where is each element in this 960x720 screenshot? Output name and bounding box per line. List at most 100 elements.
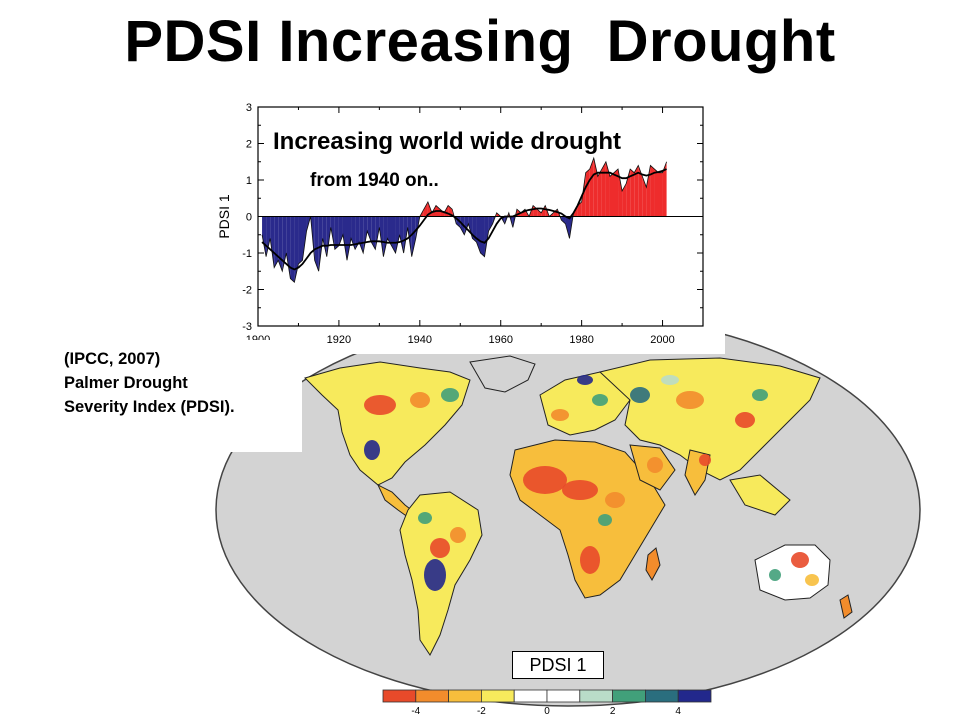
slide-title: PDSI Increasing Drought <box>124 9 836 74</box>
area-segment <box>614 169 619 217</box>
pdsi-anomaly-patch <box>418 512 432 524</box>
area-segment <box>585 169 590 217</box>
area-segment <box>286 216 291 279</box>
y-tick-label: -3 <box>242 321 252 333</box>
area-segment <box>630 169 635 217</box>
pdsi-anomaly-patch <box>441 388 459 402</box>
area-segment <box>318 216 323 272</box>
pdsi-anomaly-patch <box>430 538 450 558</box>
x-tick-label: 2000 <box>650 334 674 346</box>
area-segment <box>330 216 335 250</box>
area-segment <box>347 216 352 261</box>
area-segment <box>314 216 319 272</box>
north-america <box>304 361 471 486</box>
y-tick-label: -1 <box>242 248 252 260</box>
legend-color-swatch <box>480 689 515 703</box>
area-segment <box>601 161 606 217</box>
legend-color-swatch <box>579 689 613 703</box>
area-segment <box>363 216 368 253</box>
pdsi-anomaly-patch <box>580 546 600 574</box>
x-tick-label: 1920 <box>327 334 351 346</box>
smoothed-series-line <box>261 168 667 271</box>
greenland <box>469 355 536 393</box>
area-segment <box>367 216 372 243</box>
area-segment <box>480 216 485 257</box>
area-segment <box>338 216 343 246</box>
y-tick-label: 3 <box>246 102 252 114</box>
area-segment <box>484 216 489 257</box>
pdsi-anomaly-patch <box>577 375 593 385</box>
area-segment <box>355 216 360 250</box>
pdsi-anomaly-patch <box>562 480 598 500</box>
pdsi-anomaly-patch <box>805 574 819 586</box>
area-segment <box>342 216 347 261</box>
pdsi-anomaly-patch <box>410 392 430 408</box>
pdsi-anomaly-patch <box>752 389 768 401</box>
area-segment <box>581 172 586 217</box>
area-segment <box>294 216 299 283</box>
area-segment <box>298 216 303 264</box>
chart-annotation-subline: from 1940 on.. <box>310 170 439 191</box>
legend-tick-label: 2 <box>610 706 616 717</box>
pdsi-anomaly-patch <box>735 412 755 428</box>
y-tick-label: 0 <box>246 212 252 224</box>
area-segment <box>334 216 339 250</box>
area-segment <box>597 169 602 217</box>
x-tick-label: 1980 <box>569 334 593 346</box>
legend-color-swatch <box>415 689 449 703</box>
pdsi-anomaly-patch <box>630 387 650 403</box>
caption-line-3: Severity Index (PDSI). <box>64 398 235 416</box>
area-segment <box>411 216 416 257</box>
area-segment <box>622 183 627 217</box>
area-segment <box>662 161 667 217</box>
area-segment <box>605 161 610 217</box>
legend-color-swatch <box>612 689 646 703</box>
y-tick-label: 1 <box>246 175 252 187</box>
area-segment <box>262 216 267 257</box>
pdsi-anomaly-patch <box>364 440 380 460</box>
legend-color-swatch <box>513 689 548 703</box>
area-segment <box>658 172 663 217</box>
legend-color-swatch <box>448 689 482 703</box>
pdsi-anomaly-patch <box>450 527 466 543</box>
source-caption: (IPCC, 2007) Palmer Drought Severity Ind… <box>40 340 302 452</box>
area-segment <box>290 216 295 283</box>
pdsi-anomaly-patch <box>424 559 446 591</box>
australia <box>754 544 831 601</box>
new-zealand <box>839 594 853 619</box>
legend-color-swatch <box>382 689 417 703</box>
pdsi-anomaly-patch <box>364 395 396 415</box>
area-segment <box>403 216 408 253</box>
asia <box>598 357 821 481</box>
area-segment <box>395 216 400 253</box>
legend-tick-label: 0 <box>544 706 550 717</box>
area-segment <box>537 209 542 217</box>
se-asia <box>729 474 791 516</box>
pdsi-anomaly-patch <box>769 569 781 581</box>
caption-line-1: (IPCC, 2007) <box>64 350 161 368</box>
area-segment <box>306 216 311 232</box>
area-segment <box>642 176 647 217</box>
area-segment <box>646 165 651 217</box>
chart-annotation-headline: Increasing world wide drought <box>273 128 622 155</box>
legend-color-swatch <box>645 689 679 703</box>
area-segment <box>650 165 655 217</box>
area-segment <box>266 216 271 257</box>
pdsi-anomaly-patch <box>592 394 608 406</box>
area-segment <box>618 169 623 217</box>
legend-color-swatch <box>546 689 581 703</box>
pdsi-anomaly-patch <box>791 552 809 568</box>
area-segment <box>322 216 327 257</box>
area-segment <box>488 216 493 232</box>
area-segment <box>387 216 392 246</box>
y-tick-label: -2 <box>242 285 252 297</box>
area-segment <box>561 216 566 224</box>
pdsi-anomaly-patch <box>598 514 612 526</box>
pdsi-anomaly-patch <box>551 409 569 421</box>
area-segment <box>609 172 614 217</box>
area-segment <box>577 201 582 217</box>
caption-line-2: Palmer Drought <box>64 374 188 392</box>
y-tick-label: 2 <box>246 139 252 151</box>
